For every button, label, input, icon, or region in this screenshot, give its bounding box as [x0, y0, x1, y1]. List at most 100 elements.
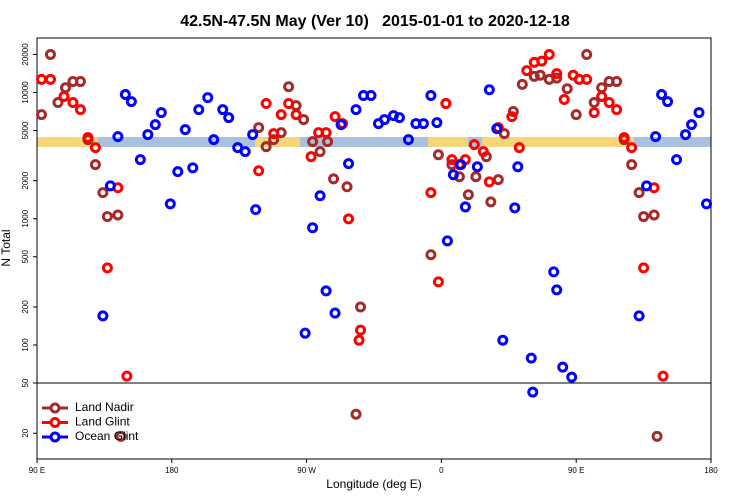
point [431, 117, 443, 129]
point [491, 123, 503, 135]
point [283, 98, 295, 110]
point [506, 111, 518, 123]
point [651, 430, 663, 442]
point [353, 334, 365, 346]
x-tick-label: 180 [704, 466, 718, 475]
point [497, 334, 509, 346]
point [662, 96, 674, 108]
point [260, 141, 272, 153]
chart-title: 42.5N-47.5N May (Ver 10) 2015-01-01 to 2… [180, 13, 570, 30]
point [462, 189, 474, 201]
point [671, 154, 683, 166]
point [551, 284, 563, 296]
point [329, 307, 341, 319]
legend-label: Land Glint [75, 415, 130, 429]
point [432, 276, 444, 288]
legend-marker [49, 417, 61, 428]
point [314, 190, 326, 202]
point [581, 73, 593, 85]
point [268, 128, 280, 140]
point [378, 114, 390, 126]
y-tick-label: 100 [21, 338, 30, 352]
point [513, 142, 525, 154]
point [425, 187, 437, 199]
legend-marker [49, 431, 61, 443]
band-ocean [634, 137, 711, 147]
x-tick-label: 90 E [568, 466, 584, 475]
point [355, 301, 367, 313]
point [260, 98, 272, 110]
point [432, 149, 444, 161]
point [320, 127, 332, 139]
point [483, 84, 495, 96]
point [596, 91, 608, 103]
point [446, 154, 458, 166]
point [101, 262, 113, 274]
point [134, 154, 146, 166]
point [52, 97, 64, 109]
point [516, 78, 528, 90]
y-tick-label: 2000 [21, 171, 30, 189]
y-tick-label: 50 [21, 378, 30, 387]
point [298, 114, 310, 126]
point [528, 70, 540, 82]
point [305, 151, 317, 163]
point [447, 169, 459, 181]
point [641, 180, 653, 192]
point [543, 48, 555, 60]
point [121, 370, 133, 382]
point [455, 159, 467, 171]
point [58, 91, 70, 103]
point [217, 104, 229, 116]
y-tick-label: 10000 [21, 81, 30, 104]
point [548, 266, 560, 278]
x-tick-label: 90 W [297, 466, 316, 475]
point [498, 128, 510, 140]
point [97, 310, 109, 322]
point [74, 76, 86, 88]
point [82, 132, 94, 144]
point [521, 65, 533, 77]
point [268, 134, 280, 146]
point [208, 134, 220, 146]
x-axis-label: Longitude (deg E) [326, 477, 421, 491]
point [104, 180, 116, 192]
point [633, 310, 645, 322]
point [74, 104, 86, 116]
point [253, 165, 265, 177]
point [290, 109, 302, 121]
point [693, 107, 705, 119]
point [112, 209, 124, 221]
point [638, 262, 650, 274]
point [638, 211, 650, 223]
point [164, 198, 176, 210]
point [626, 159, 638, 171]
point [618, 132, 630, 144]
point [588, 97, 600, 109]
point [483, 176, 495, 188]
point [468, 139, 480, 151]
y-tick-label: 20000 [21, 43, 30, 66]
point [250, 204, 262, 216]
point [566, 371, 578, 383]
point [509, 202, 521, 214]
x-tick-label: 0 [439, 466, 444, 475]
point [155, 107, 167, 119]
point [507, 106, 519, 118]
point [283, 81, 295, 93]
band-ocean [300, 137, 428, 147]
point [425, 90, 437, 102]
point [485, 196, 497, 208]
point [350, 104, 362, 116]
point [341, 181, 353, 193]
point [44, 48, 56, 60]
point [425, 249, 437, 261]
point [328, 173, 340, 185]
point [97, 187, 109, 199]
point [471, 161, 483, 173]
point [536, 55, 548, 67]
point [343, 158, 355, 170]
y-tick-label: 5000 [21, 121, 30, 139]
point [626, 142, 638, 154]
